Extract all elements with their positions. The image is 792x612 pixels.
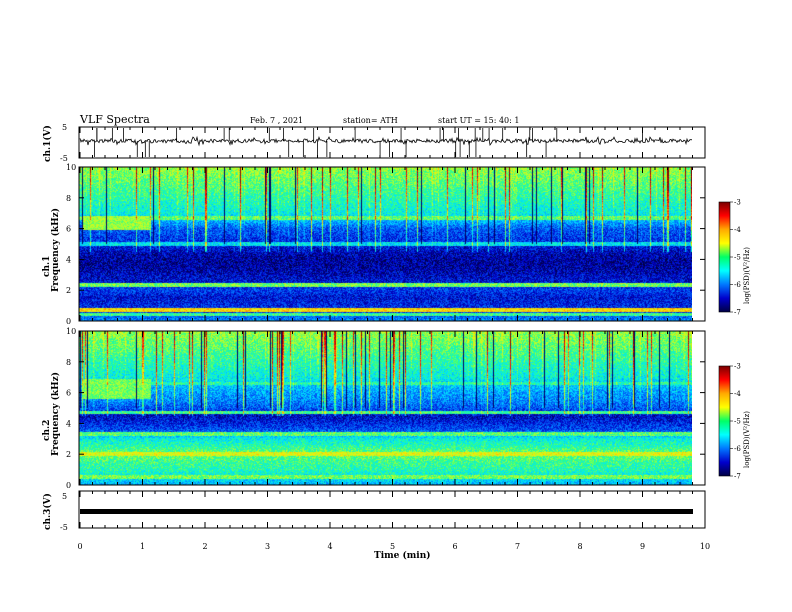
waveform-ch3-trace: [80, 509, 693, 514]
colorbar-tick-label: -3: [734, 199, 741, 207]
waveform-ch1-panel: 5 -5 ch.1(V): [42, 123, 706, 163]
time-tick-label: 3: [265, 542, 270, 551]
frequency-tick-label: 0: [66, 481, 71, 490]
waveform-ch3-panel: 5 -5 ch.3(V): [42, 490, 706, 532]
date-label: Feb. 7 , 2021: [250, 116, 303, 125]
colorbar-gradient: [718, 201, 731, 313]
colorbar-tick-label: -3: [734, 363, 741, 371]
colorbar-tick-label: -4: [734, 390, 741, 398]
waveform-ch1-spikes: [94, 128, 643, 157]
colorbar-label: log(PSD)(V²/Hz): [743, 411, 751, 468]
frequency-tick-label: 8: [66, 358, 71, 367]
time-tick-label: 0: [77, 542, 82, 551]
time-tick-label: 6: [452, 542, 457, 551]
time-tick-label: 7: [515, 542, 520, 551]
spectrogram-ch1-canvas: [79, 167, 692, 321]
frequency-tick-label: 0: [66, 317, 71, 326]
waveform-ch3-ytick-bottom: -5: [60, 523, 68, 532]
time-tick-label: 4: [327, 542, 332, 551]
spectrogram-ch1-yaxis: 0 2 4 6 8 10: [66, 163, 705, 326]
time-tick-label: 5: [390, 542, 395, 551]
waveform-ch3-ytick-top: 5: [62, 492, 67, 501]
time-tick-label: 8: [577, 542, 582, 551]
waveform-ch1-ytick-bottom: -5: [60, 154, 68, 163]
colorbar-gradient: [718, 365, 731, 477]
colorbar-tick-label: -5: [734, 418, 741, 426]
colorbar-tick-label: -6: [734, 445, 741, 453]
time-tick-label: 9: [640, 542, 645, 551]
spectrogram-ch2-ylabel: Frequency (kHz): [50, 372, 61, 456]
frequency-tick-label: 4: [66, 255, 71, 264]
frequency-tick-label: 6: [66, 389, 71, 398]
frequency-tick-label: 10: [66, 163, 76, 172]
spectrogram-ch1-panel: 0 2 4 6 8 10 ch.1 Frequency (kHz): [42, 163, 706, 326]
spectrogram-ch2-panel: 0 2 4 6 8 10 ch.2 Frequency (kHz): [42, 327, 706, 490]
spectrogram-ch1-channel-label: ch.1: [42, 256, 52, 277]
colorbar-tick-label: -7: [734, 309, 741, 317]
colorbar-tick-label: -6: [734, 281, 741, 289]
figure-title: VLF Spectra: [79, 113, 150, 126]
time-tick-marks: [79, 127, 706, 528]
spectrogram-ch2-canvas: [79, 331, 692, 485]
frequency-tick-label: 6: [66, 225, 71, 234]
frequency-tick-label: 10: [66, 327, 76, 336]
colorbar-tick-label: -7: [734, 473, 741, 481]
time-axis: 0 1 2 3 4 5 6 7 8 9 10: [77, 542, 710, 551]
time-tick-label: 2: [202, 542, 207, 551]
spectrogram-ch1-ylabel: Frequency (kHz): [50, 208, 61, 292]
colorbar-label: log(PSD)(V²/Hz): [743, 247, 751, 304]
frequency-tick-label: 2: [66, 450, 71, 459]
frequency-tick-label: 2: [66, 286, 71, 295]
waveform-ch1-ytick-top: 5: [62, 123, 67, 132]
time-tick-label: 10: [700, 542, 710, 551]
time-axis-label: Time (min): [374, 550, 431, 561]
waveform-ch3-ylabel: ch.3(V): [42, 493, 53, 530]
frequency-tick-label: 4: [66, 419, 71, 428]
spectrogram-ch2-channel-label: ch.2: [42, 420, 52, 441]
colorbar-tick-label: -4: [734, 226, 741, 234]
waveform-ch1-trace: [79, 135, 693, 147]
frequency-tick-label: 8: [66, 194, 71, 203]
waveform-ch1-ylabel: ch.1(V): [42, 125, 53, 162]
time-tick-label: 1: [140, 542, 145, 551]
start-time-label: start UT = 15: 40: 1: [438, 116, 519, 125]
colorbar-tick-label: -5: [734, 254, 741, 262]
station-label: station= ATH: [343, 116, 398, 125]
